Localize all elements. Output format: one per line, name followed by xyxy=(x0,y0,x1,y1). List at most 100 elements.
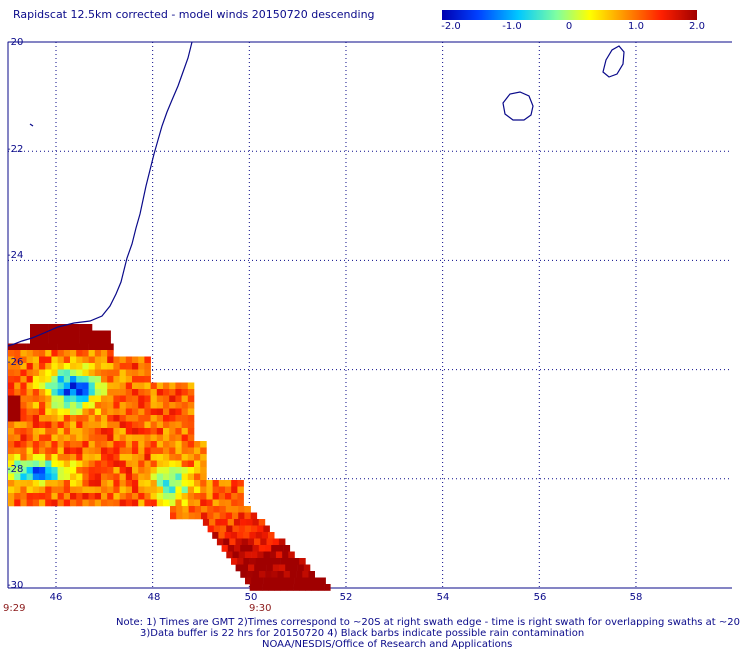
wind-difference-cell xyxy=(85,330,93,338)
wind-difference-cell xyxy=(107,460,114,468)
wind-difference-cell xyxy=(255,584,263,591)
wind-difference-cell xyxy=(175,486,182,494)
wind-difference-cell xyxy=(252,571,260,578)
wind-difference-cell xyxy=(302,571,309,578)
wind-difference-cell xyxy=(14,454,21,461)
wind-difference-cell xyxy=(260,538,267,546)
wind-difference-cell xyxy=(258,519,266,526)
wind-difference-cell xyxy=(57,460,65,468)
wind-difference-cell xyxy=(94,356,102,364)
wind-difference-cell xyxy=(113,441,120,448)
wind-difference-cell xyxy=(67,324,74,331)
wind-difference-cell xyxy=(246,545,253,552)
wind-difference-cell xyxy=(187,415,195,422)
wind-difference-cell xyxy=(20,402,27,409)
wind-difference-cell xyxy=(51,408,58,416)
wind-difference-cell xyxy=(163,473,170,481)
wind-difference-cell xyxy=(213,506,220,513)
wind-difference-cell xyxy=(119,499,127,507)
wind-difference-cell xyxy=(88,473,96,481)
lon-label: 54 xyxy=(436,592,450,603)
wind-difference-cell xyxy=(57,395,65,403)
wind-difference-cell xyxy=(251,525,258,533)
wind-difference-cell xyxy=(132,441,139,448)
wind-difference-cell xyxy=(144,499,151,507)
wind-difference-cell xyxy=(138,473,145,481)
wind-difference-cell xyxy=(132,486,139,494)
wind-difference-cell xyxy=(263,577,271,585)
wind-difference-cell xyxy=(63,408,71,416)
wind-difference-cell xyxy=(187,486,195,494)
wind-difference-cell xyxy=(257,551,264,559)
wind-difference-cell xyxy=(163,480,170,487)
wind-difference-cell xyxy=(54,330,62,338)
wind-difference-cell xyxy=(218,486,226,494)
wind-difference-cell xyxy=(14,376,21,383)
wind-difference-cell xyxy=(82,402,89,409)
wind-difference-cell xyxy=(200,447,207,455)
wind-difference-cell xyxy=(88,421,96,429)
wind-difference-cell xyxy=(169,467,176,474)
wind-difference-cell xyxy=(119,480,127,487)
wind-difference-cell xyxy=(113,421,120,429)
wind-difference-cell xyxy=(175,382,182,390)
wind-difference-cell xyxy=(51,499,58,507)
wind-difference-cell xyxy=(226,525,233,533)
wind-difference-cell xyxy=(8,434,15,442)
wind-difference-cell xyxy=(175,460,182,468)
wind-difference-cell xyxy=(200,480,207,487)
wind-difference-cell xyxy=(200,467,207,474)
wind-difference-cell xyxy=(76,382,83,390)
wind-difference-cell xyxy=(76,441,83,448)
wind-difference-cell xyxy=(187,382,195,390)
wind-difference-cell xyxy=(241,538,249,546)
wind-difference-cell xyxy=(138,415,145,422)
wind-difference-cell xyxy=(280,584,288,591)
wind-difference-cell xyxy=(132,356,139,364)
coastlines xyxy=(7,41,625,347)
wind-difference-cell xyxy=(48,337,56,344)
wind-difference-cell xyxy=(20,356,27,364)
wind-difference-cell xyxy=(313,577,320,585)
wind-difference-cell xyxy=(45,454,52,461)
wind-difference-cell xyxy=(119,356,127,364)
wind-difference-cell xyxy=(144,454,151,461)
wind-difference-cell xyxy=(150,447,158,455)
wind-difference-cell xyxy=(92,337,99,344)
wind-difference-cell xyxy=(51,363,58,370)
wind-difference-cell xyxy=(8,499,15,507)
wind-difference-cell xyxy=(150,434,158,442)
wind-difference-cell xyxy=(51,376,58,383)
wind-difference-cell xyxy=(26,473,34,481)
wind-difference-cell xyxy=(212,486,220,494)
wind-difference-cell xyxy=(8,350,15,357)
wind-difference-cell xyxy=(231,499,238,507)
wind-difference-cell xyxy=(14,350,21,357)
wind-difference-cell xyxy=(200,460,207,468)
wind-difference-cell xyxy=(169,473,176,481)
wind-difference-cell xyxy=(45,389,52,396)
wind-difference-cell xyxy=(144,363,151,370)
wind-difference-cell xyxy=(113,415,120,422)
wind-difference-cell xyxy=(101,486,108,494)
wind-difference-cell xyxy=(187,402,195,409)
wind-difference-cell xyxy=(26,356,34,364)
wind-difference-cell xyxy=(169,395,176,403)
wind-difference-cell xyxy=(125,376,133,383)
wind-difference-cell xyxy=(206,480,213,487)
wind-difference-cell xyxy=(138,454,145,461)
wind-difference-cell xyxy=(279,564,286,572)
wind-difference-cell xyxy=(88,460,96,468)
wind-difference-cell xyxy=(138,369,145,377)
wind-difference-cell xyxy=(283,545,291,552)
wind-difference-cell xyxy=(144,369,151,377)
wind-difference-cell xyxy=(101,376,108,383)
wind-difference-cell xyxy=(200,493,207,500)
wind-difference-cell xyxy=(175,493,182,500)
wind-difference-cell xyxy=(45,369,52,377)
wind-difference-cell xyxy=(286,584,294,591)
wind-difference-cell xyxy=(169,408,176,416)
wind-difference-cell xyxy=(39,473,46,481)
wind-difference-cell xyxy=(237,499,244,507)
wind-difference-cell xyxy=(163,382,170,390)
